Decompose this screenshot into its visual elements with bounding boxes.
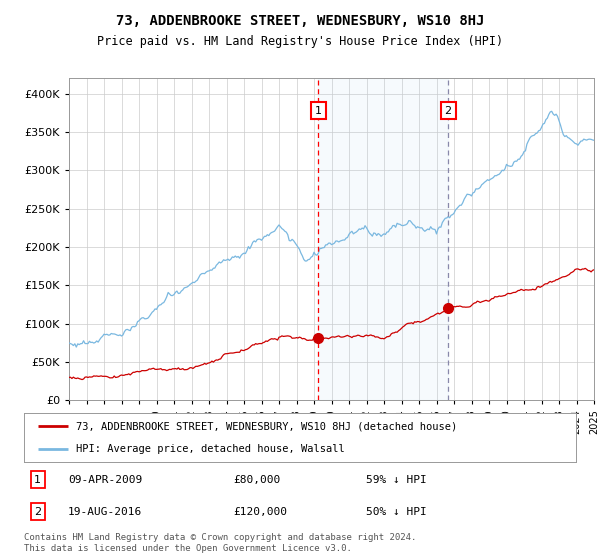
Text: 73, ADDENBROOKE STREET, WEDNESBURY, WS10 8HJ: 73, ADDENBROOKE STREET, WEDNESBURY, WS10… [116, 14, 484, 28]
Text: £120,000: £120,000 [234, 507, 288, 517]
Text: HPI: Average price, detached house, Walsall: HPI: Average price, detached house, Wals… [76, 444, 345, 454]
Text: 73, ADDENBROOKE STREET, WEDNESBURY, WS10 8HJ (detached house): 73, ADDENBROOKE STREET, WEDNESBURY, WS10… [76, 421, 458, 431]
Text: 59% ↓ HPI: 59% ↓ HPI [366, 475, 427, 484]
Text: 2: 2 [445, 106, 452, 115]
Text: 1: 1 [34, 475, 41, 484]
Text: 09-APR-2009: 09-APR-2009 [68, 475, 142, 484]
Text: Price paid vs. HM Land Registry's House Price Index (HPI): Price paid vs. HM Land Registry's House … [97, 35, 503, 48]
Text: £80,000: £80,000 [234, 475, 281, 484]
Bar [319, 78, 448, 400]
Text: 1: 1 [315, 106, 322, 115]
Text: Contains HM Land Registry data © Crown copyright and database right 2024.
This d: Contains HM Land Registry data © Crown c… [24, 533, 416, 553]
Text: 50% ↓ HPI: 50% ↓ HPI [366, 507, 427, 517]
Text: 2: 2 [34, 507, 41, 517]
Text: 19-AUG-2016: 19-AUG-2016 [68, 507, 142, 517]
